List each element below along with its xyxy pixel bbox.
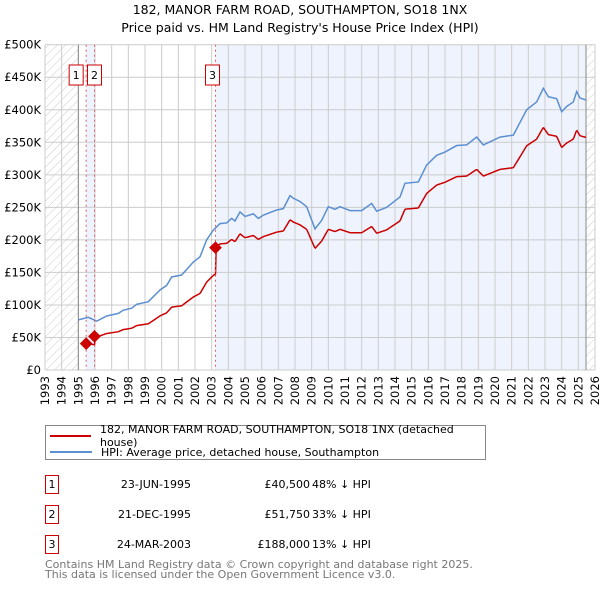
sale-point [209,241,222,255]
x-tick-label: 2023 [538,376,552,405]
x-tick-label: 1996 [88,376,102,405]
x-tick-label: 2024 [555,376,569,405]
sale-number-badge: 1 [45,475,59,494]
transaction-row: 2 21-DEC-1995 £51,750 33% ↓ HPI [45,505,465,525]
property-price-line [86,126,587,346]
sale-hpi-diff: 48% ↓ HPI [312,478,371,491]
transaction-row: 3 24-MAR-2003 £188,000 13% ↓ HPI [45,535,465,555]
x-tick-label: 1994 [55,376,69,405]
x-tick-label: 2008 [288,376,302,405]
y-tick-label: £0 [26,363,41,377]
sale-number-label: 1 [73,69,80,82]
x-tick-label: 2003 [205,376,219,405]
sale-hpi-diff: 33% ↓ HPI [312,508,371,521]
y-tick-label: £400K [4,103,41,117]
sale-number-label: 2 [91,69,98,82]
x-tick-label: 2026 [588,376,600,405]
sale-number-badge: 2 [45,505,59,524]
x-tick-label: 2014 [388,376,402,405]
y-tick-label: £300K [4,168,41,182]
price-chart: 182, MANOR FARM ROAD, SOUTHAMPTON, SO18 … [4,2,600,405]
sale-number-badge: 3 [45,535,59,554]
x-tick-label: 2009 [305,376,319,405]
legend-item-hpi: HPI: Average price, detached house, Sout… [50,445,379,459]
sale-price: £51,750 [264,508,311,521]
legend: 182, MANOR FARM ROAD, SOUTHAMPTON, SO18 … [45,423,486,460]
x-tick-label: 2007 [271,376,285,405]
sale-point [88,329,101,343]
y-tick-label: £50K [12,330,42,344]
x-tick-label: 2006 [255,376,269,405]
x-tick-label: 2019 [471,376,485,405]
y-tick-label: £250K [4,200,41,214]
footer-licence: This data is licensed under the Open Gov… [45,568,396,581]
y-tick-label: £500K [4,38,41,52]
sale-number-label: 3 [209,69,216,82]
transaction-row: 1 23-JUN-1995 £40,500 48% ↓ HPI [45,475,465,495]
blue-line-swatch [50,451,92,453]
x-tick-label: 2022 [521,376,535,405]
sale-number-box [87,64,102,86]
sale-date: 24-MAR-2003 [116,538,191,551]
x-tick-label: 2016 [421,376,435,405]
x-tick-label: 1997 [105,376,119,405]
sale-price: £40,500 [264,478,311,491]
x-tick-label: 2018 [455,376,469,405]
legend-label: 182, MANOR FARM ROAD, SOUTHAMPTON, SO18 … [99,423,454,449]
x-tick-label: 2021 [505,376,519,405]
y-tick-label: £150K [4,265,41,279]
x-tick-label: 2005 [238,376,252,405]
y-tick-label: £200K [4,233,41,247]
y-tick-label: £100K [4,298,41,312]
x-tick-label: 1993 [38,376,52,405]
sale-price: £188,000 [257,538,311,551]
y-tick-label: £450K [4,70,41,84]
footer-copyright: Contains HM Land Registry data © Crown c… [45,558,473,571]
x-tick-label: 2002 [188,376,202,405]
x-tick-label: 2015 [405,376,419,405]
x-tick-label: 2017 [438,376,452,405]
sale-date: 21-DEC-1995 [117,508,191,521]
legend-item-property: 182, MANOR FARM ROAD, SOUTHAMPTON, SO18 … [50,423,485,449]
sale-point [79,337,93,351]
sale-date: 23-JUN-1995 [120,478,191,491]
chart-subtitle: Price paid vs. HM Land Registry's House … [121,20,478,35]
x-tick-label: 1999 [138,376,152,405]
x-tick-label: 2020 [488,376,502,405]
footer: Contains HM Land Registry data © Crown c… [45,558,473,581]
x-tick-label: 1995 [71,376,85,405]
x-tick-label: 2025 [571,376,585,405]
x-tick-label: 2010 [321,376,335,405]
y-tick-label: £350K [4,135,41,149]
x-tick-label: 2000 [155,376,169,405]
x-tick-label: 2004 [221,376,235,405]
sale-hpi-diff: 13% ↓ HPI [312,538,371,551]
x-tick-label: 2011 [338,376,352,405]
hpi-line [78,86,587,323]
sale-number-box [205,64,220,86]
x-tick-label: 2013 [371,376,385,405]
sale-number-box [68,64,84,86]
chart-title: 182, MANOR FARM ROAD, SOUTHAMPTON, SO18 … [133,2,468,17]
red-line-swatch [50,435,91,437]
x-tick-label: 2001 [171,376,185,405]
legend-label: HPI: Average price, detached house, Sout… [101,445,380,459]
x-tick-label: 2012 [355,376,369,405]
x-tick-label: 1998 [121,376,135,405]
